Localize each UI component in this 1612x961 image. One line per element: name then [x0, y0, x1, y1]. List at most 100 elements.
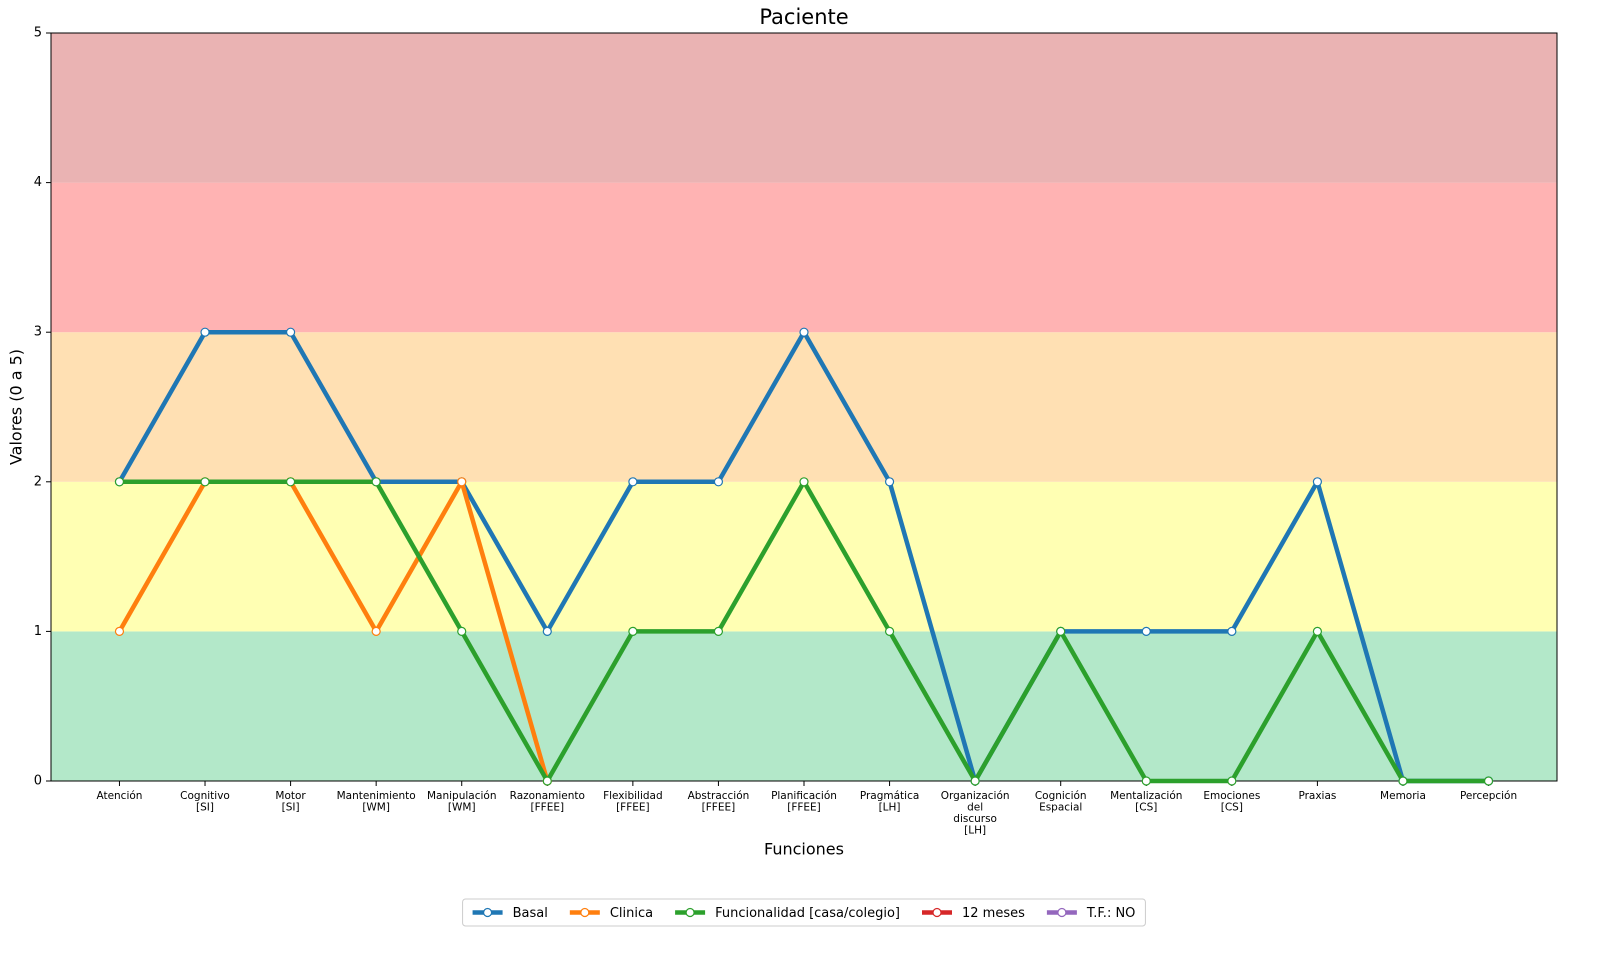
x-tick-label-line: Razonamiento	[510, 790, 585, 802]
x-tick-label-line: [FFEE]	[531, 802, 565, 814]
point	[542, 776, 552, 786]
point	[371, 626, 381, 637]
point	[1312, 626, 1323, 637]
point	[1312, 477, 1323, 487]
point	[628, 477, 638, 487]
x-tick-label: Manipulación [WM]	[427, 790, 497, 814]
point	[628, 626, 638, 637]
point	[285, 477, 296, 487]
x-tick-label-line: Memoria	[1380, 790, 1426, 802]
legend-item: Funcionalidad [casa/colegio]	[675, 906, 900, 921]
legend-item: Clinica	[569, 906, 653, 921]
x-tick-label-line: Pragmática	[860, 790, 919, 802]
band	[51, 332, 1557, 482]
x-tick-label-line: Espacial	[1039, 802, 1082, 814]
legend-marker	[932, 907, 942, 918]
x-tick-label: Atención	[96, 790, 142, 802]
x-tick-label-line: Atención	[96, 790, 142, 802]
x-tick-label-line: Praxias	[1298, 790, 1336, 802]
x-tick-label-line: Planificación	[771, 790, 837, 802]
y-tick-label: 1	[34, 624, 42, 639]
point	[1141, 626, 1151, 637]
point	[285, 327, 296, 337]
x-tick-label-line: Manipulación	[427, 790, 497, 802]
point	[799, 477, 809, 487]
y-tick-label: 3	[34, 325, 42, 340]
point	[1141, 776, 1151, 786]
x-tick-label-line: Motor	[275, 790, 306, 802]
x-tick-label: Emociones [CS]	[1203, 790, 1260, 814]
point	[1056, 626, 1066, 637]
x-tick-label: Planificación [FFEE]	[771, 790, 837, 814]
x-tick-label-line: Organización	[941, 790, 1010, 802]
point	[713, 477, 724, 487]
y-tick-label: 5	[34, 26, 42, 41]
x-tick-label-line: [WM]	[362, 802, 390, 814]
x-tick-label-line: Abstracción	[688, 790, 750, 802]
y-tick-label: 0	[34, 774, 42, 789]
x-tick-label-line: Emociones	[1203, 790, 1260, 802]
band	[51, 182, 1557, 333]
point	[371, 477, 381, 487]
x-tick-label-line: [SI]	[196, 802, 214, 814]
legend-marker	[685, 907, 695, 918]
point	[542, 626, 552, 637]
x-tick-label: Flexibilidad [FFEE]	[603, 790, 663, 814]
x-tick-label-line: [LH]	[879, 802, 901, 814]
y-tick-label: 2	[34, 474, 42, 489]
point	[457, 626, 467, 637]
x-tick-label-line: discurso	[953, 813, 997, 825]
x-tick-label: Mentalización [CS]	[1110, 790, 1182, 814]
x-tick-label-line: Mantenimiento	[337, 790, 416, 802]
legend-marker	[482, 907, 493, 918]
x-tick-label: Abstracción [FFEE]	[688, 790, 750, 814]
band	[51, 33, 1557, 183]
legend-label: 12 meses	[962, 906, 1025, 921]
point	[1227, 626, 1237, 637]
point	[457, 477, 467, 487]
x-tick-label: Memoria	[1380, 790, 1426, 802]
legend-item: Basal	[472, 906, 548, 921]
point	[713, 626, 724, 637]
point	[884, 626, 895, 637]
x-tick-label-line: Cognición	[1035, 790, 1087, 802]
x-tick-label-line: [WM]	[448, 802, 476, 814]
point	[1398, 776, 1408, 786]
x-tick-label-line: [FFEE]	[702, 802, 736, 814]
x-tick-label-line: Flexibilidad	[603, 790, 663, 802]
point	[799, 327, 809, 337]
x-tick-label: Cognición Espacial	[1035, 790, 1087, 814]
x-tick-label-line: Percepción	[1460, 790, 1517, 802]
legend-frame	[462, 898, 1146, 927]
x-tick-label-line: Cognitivo	[180, 790, 230, 802]
legend-label: Clinica	[610, 906, 653, 921]
point	[114, 477, 125, 487]
series-line	[117, 479, 550, 782]
point	[200, 327, 210, 337]
y-tick-label: 4	[34, 175, 42, 190]
x-tick-label-line: [CS]	[1221, 802, 1243, 814]
x-tick-label-line: [SI]	[282, 802, 300, 814]
x-axis-label: Funciones	[764, 840, 844, 859]
legend-item: 12 meses	[922, 906, 1025, 921]
x-tick-label: Motor [SI]	[275, 790, 306, 814]
point	[114, 626, 125, 637]
legend-marker	[580, 907, 590, 918]
x-tick-label: Pragmática [LH]	[860, 790, 919, 814]
legend-marker	[1057, 907, 1067, 918]
y-axis-label: Valores (0 a 5)	[7, 349, 26, 465]
legend-item: T.F.: NO	[1046, 906, 1136, 921]
x-tick-label: Razonamiento [FFEE]	[510, 790, 585, 814]
legend-label: T.F.: NO	[1086, 906, 1136, 921]
x-tick-label: Organización del discurso [LH]	[941, 790, 1010, 837]
point	[1227, 776, 1237, 786]
legend-label: Funcionalidad [casa/colegio]	[715, 906, 900, 921]
x-tick-label-line: [FFEE]	[787, 802, 821, 814]
x-tick-label: Mantenimiento [WM]	[337, 790, 416, 814]
point	[884, 477, 895, 487]
band	[51, 481, 1557, 632]
point	[200, 477, 210, 487]
x-tick-label-line: [LH]	[964, 825, 986, 837]
x-tick-label: Praxias	[1298, 790, 1336, 802]
